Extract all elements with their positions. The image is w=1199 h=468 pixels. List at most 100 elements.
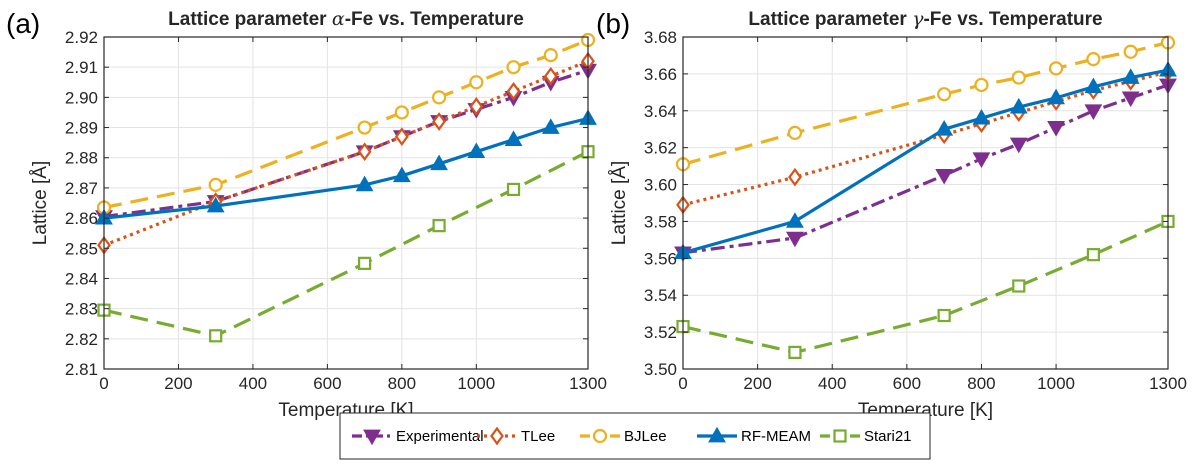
panel-a-series-rf-meam-point <box>430 154 448 171</box>
panel-a-series-stari21-point <box>209 329 223 343</box>
panel-a-series-bjlee-point <box>394 105 409 120</box>
panel-a-xtick-label: 600 <box>313 374 341 393</box>
panel-b-axes-box <box>682 36 1169 370</box>
panel-b-ytick-label: 3.58 <box>644 212 677 231</box>
panel-b-series-experimental-point <box>1009 137 1028 154</box>
panel-a-xtick-label: 200 <box>164 374 192 393</box>
panel-b-series-stari21-point <box>1086 248 1100 262</box>
panel-b-series-experimental-point <box>935 168 954 185</box>
panel-b-series-rf-meam-point <box>786 212 804 228</box>
panel-b-ytick-label: 3.50 <box>644 360 677 379</box>
panel-b-xtick-label: 400 <box>818 374 846 393</box>
panel-b-series-bjlee-point <box>1086 52 1101 67</box>
panel-a-ytick-label: 2.84 <box>65 269 98 288</box>
panel-a-series-rf-meam-point <box>392 166 411 183</box>
panel-b-series-experimental-point <box>1121 91 1140 108</box>
panel-a-series-rf-meam-point <box>355 175 374 192</box>
legend-stari21-label: Stari21 <box>864 428 912 445</box>
panel-a-chart: 0 200 400 600 800 1000 1300 2.81 2.82 2.83 2.84 2.8… <box>6 8 607 421</box>
panel-a-xtick-label: 800 <box>388 374 416 393</box>
panel-b-ytick-label: 3.56 <box>644 249 677 268</box>
panel-a-series-bjlee-point <box>357 120 372 135</box>
panel-b-series-bjlee-point <box>974 77 989 93</box>
panel-a-ytick-label: 2.91 <box>65 58 98 77</box>
panel-b-letter: (b) <box>596 8 630 39</box>
panel-b-series-stari21-line <box>682 219 1169 354</box>
panel-a-ytick-label: 2.86 <box>65 209 98 228</box>
panel-b-series-bjlee-point <box>1011 70 1026 85</box>
panel-b-series-rf-meam-point <box>972 108 991 125</box>
panel-a-series-bjlee-point <box>506 60 521 75</box>
panel-b-series-experimental-point <box>972 152 991 168</box>
panel-a-series-bjlee-point <box>208 177 223 192</box>
panel-b-ytick-label: 3.66 <box>644 65 677 84</box>
legend-stari21-swatch-marker <box>833 429 847 443</box>
panel-b-series-bjlee-point <box>1048 61 1064 76</box>
panel-b-ytick-label: 3.64 <box>644 102 677 121</box>
legend-tlee-label: TLee <box>521 428 555 445</box>
panel-b-series-rf-meam-point <box>1009 97 1028 114</box>
panel-a-ytick-label: 2.82 <box>65 330 98 349</box>
panel-a-ylabel: Lattice [Å] <box>30 161 51 246</box>
panel-a-axes-box <box>103 36 589 370</box>
panel-a-ytick-label: 2.85 <box>65 239 98 258</box>
panel-a-series-stari21-line <box>103 150 589 338</box>
legend-tlee-swatch-marker <box>490 426 504 446</box>
legend-bjlee-label: BJLee <box>624 428 667 445</box>
panel-b-ytick-label: 3.62 <box>644 139 677 158</box>
panel-a-series-rf-meam-point <box>541 118 560 134</box>
panel-a-series-stari21-point <box>432 219 446 233</box>
panel-b-chart: 0 200 400 600 800 1000 1300 3.50 3.52 3.54 3.56 3.5… <box>596 8 1187 421</box>
panel-a-series-stari21-point <box>358 256 372 270</box>
panel-b-ylabel: Lattice [Å] <box>609 161 630 246</box>
legend-rf-meam-swatch-marker <box>708 426 726 443</box>
panel-b-series-rf-meam-point <box>935 120 954 136</box>
panel-a-series-stari21-point <box>506 182 521 197</box>
panel-a-letter: (a) <box>6 8 40 39</box>
panel-b-series-tlee-point <box>788 167 802 187</box>
panel-a-series-rf-meam-point <box>206 196 225 213</box>
panel-b-series-bjlee-point <box>937 87 952 102</box>
panel-a-series-experimental-line <box>103 68 589 219</box>
panel-b-series-experimental-point <box>786 231 804 248</box>
panel-a-xtick-label: 0 <box>99 374 108 393</box>
panel-b-series-stari21-point <box>788 345 802 359</box>
panel-a-series-bjlee-point <box>543 48 558 63</box>
panel-b-series-stari21-point <box>1012 279 1026 293</box>
panel-b-series-stari21-point <box>937 308 951 323</box>
panel-b-series-bjlee-line <box>682 40 1169 166</box>
panel-a-series-tlee-point <box>506 81 521 101</box>
panel-a-xtick-label: 1300 <box>569 374 607 393</box>
legend-experimental-label: Experimental <box>396 428 484 445</box>
panel-b-series-bjlee-point <box>1123 44 1138 59</box>
panel-a-ytick-label: 2.89 <box>65 119 98 138</box>
panel-a-series-tlee-point <box>469 97 484 116</box>
legend-box <box>339 412 931 460</box>
panel-a-ytick-label: 2.81 <box>65 360 98 379</box>
panel-a-ytick-label: 2.83 <box>65 300 98 319</box>
panel-b-title: Lattice parameter γ-Fe vs. Temperature <box>748 8 1102 30</box>
panel-a-xtick-label: 1000 <box>457 374 495 393</box>
panel-b-xtick-label: 200 <box>743 374 771 393</box>
panel-a-ytick-label: 2.92 <box>65 28 98 47</box>
panel-b-series-rf-meam-point <box>1121 68 1140 84</box>
panel-a-series-tlee-point <box>432 112 446 131</box>
panel-b-xtick-label: 1000 <box>1037 374 1075 393</box>
panel-b-series-bjlee-point <box>787 125 803 141</box>
panel-a-title: Lattice parameter α-Fe vs. Temperature <box>168 8 524 30</box>
panel-a-series-tlee-point <box>357 142 372 162</box>
panel-a-series-tlee-point <box>394 127 409 146</box>
panel-a-series-tlee-point <box>543 66 558 86</box>
panel-a-ytick-label: 2.90 <box>65 88 98 107</box>
legend-rf-meam-label: RF-MEAM <box>741 428 811 445</box>
panel-b-xtick-label: 600 <box>893 374 921 393</box>
legend-experimental-swatch-marker <box>363 429 381 446</box>
panel-b-series-rf-meam-point <box>1084 77 1103 94</box>
panel-b-ytick-label: 3.68 <box>644 28 677 47</box>
panel-a-ytick-label: 2.88 <box>65 149 98 168</box>
panel-a-ytick-label: 2.87 <box>65 179 98 198</box>
panel-b-ytick-label: 3.54 <box>644 286 677 305</box>
panel-a-xtick-label: 400 <box>239 374 267 393</box>
panel-a-series-bjlee-point <box>469 75 484 90</box>
